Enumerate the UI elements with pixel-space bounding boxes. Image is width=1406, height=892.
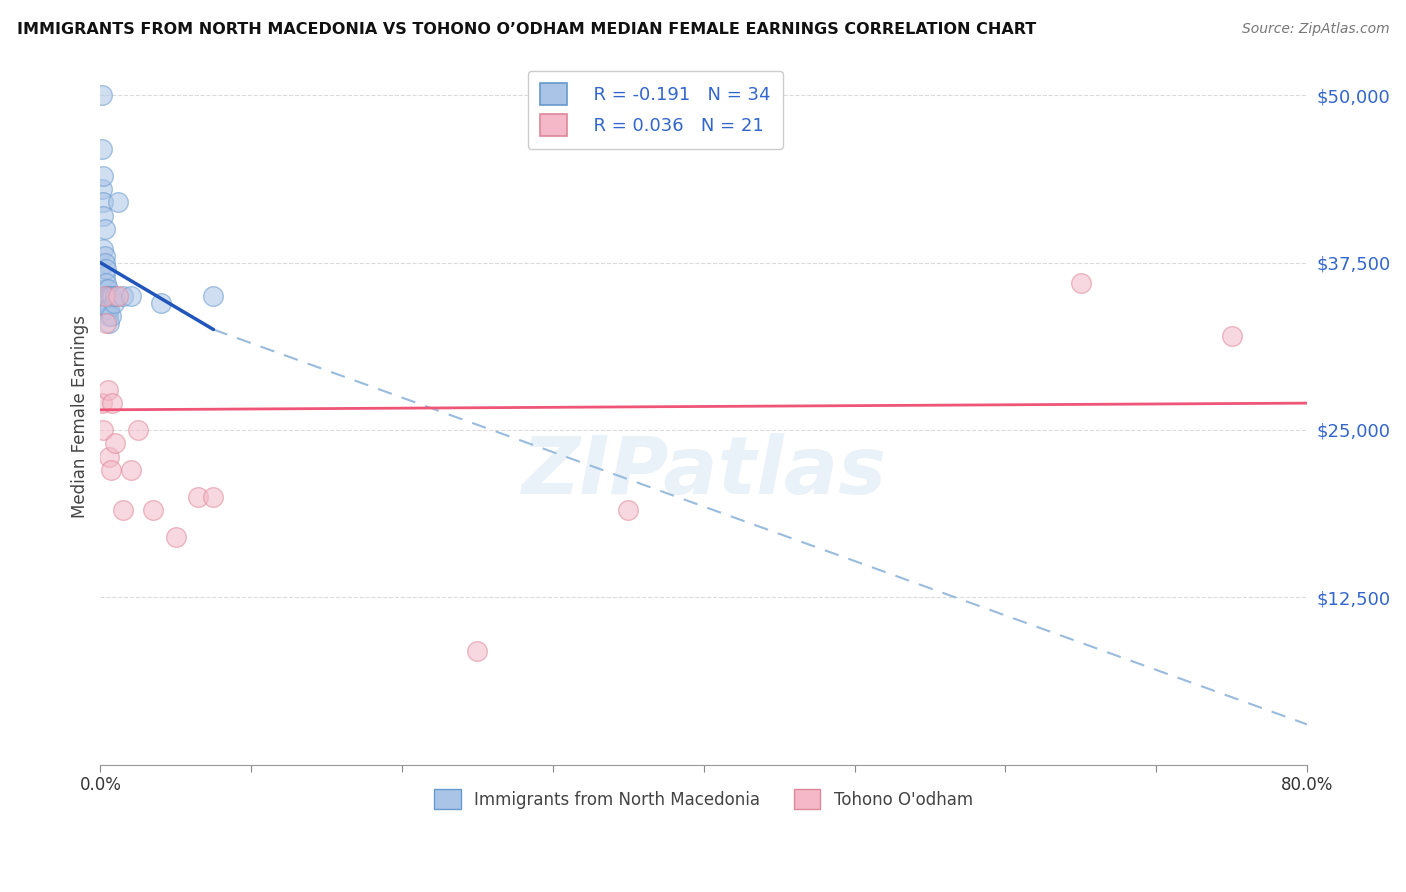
Point: [96, 289, 118, 303]
Point: [187, 490, 209, 504]
Point: [96, 316, 118, 330]
Point: [127, 423, 149, 437]
Point: [111, 289, 134, 303]
Point: [96, 295, 118, 310]
Point: [97, 383, 120, 397]
Point: [90, 88, 112, 103]
Point: [120, 463, 142, 477]
Point: [104, 436, 127, 450]
Point: [100, 463, 122, 477]
Point: [93, 242, 115, 256]
Point: [1070, 276, 1092, 290]
Point: [100, 309, 122, 323]
Point: [94, 268, 117, 283]
Point: [90, 142, 112, 156]
Point: [107, 289, 129, 303]
Point: [93, 423, 115, 437]
Point: [98, 302, 121, 317]
Point: [97, 302, 120, 317]
Point: [101, 396, 124, 410]
Point: [111, 503, 134, 517]
Point: [97, 282, 120, 296]
Y-axis label: Median Female Earnings: Median Female Earnings: [72, 315, 89, 518]
Point: [149, 295, 172, 310]
Point: [93, 169, 115, 183]
Point: [90, 182, 112, 196]
Point: [97, 309, 120, 323]
Point: [96, 276, 118, 290]
Point: [107, 195, 129, 210]
Point: [98, 289, 121, 303]
Point: [103, 295, 125, 310]
Point: [93, 195, 115, 210]
Point: [467, 644, 489, 658]
Point: [104, 289, 127, 303]
Point: [94, 222, 117, 236]
Point: [120, 289, 142, 303]
Point: [165, 530, 187, 544]
Point: [101, 289, 124, 303]
Point: [97, 289, 120, 303]
Point: [96, 302, 118, 317]
Text: Source: ZipAtlas.com: Source: ZipAtlas.com: [1241, 22, 1389, 37]
Point: [202, 490, 225, 504]
Text: ZIPatlas: ZIPatlas: [522, 434, 886, 511]
Point: [98, 316, 121, 330]
Point: [202, 289, 225, 303]
Point: [1220, 329, 1243, 343]
Point: [94, 249, 117, 263]
Point: [94, 289, 117, 303]
Point: [98, 450, 121, 464]
Point: [90, 396, 112, 410]
Point: [617, 503, 640, 517]
Legend: Immigrants from North Macedonia, Tohono O'odham: Immigrants from North Macedonia, Tohono …: [427, 783, 980, 815]
Text: IMMIGRANTS FROM NORTH MACEDONIA VS TOHONO O’ODHAM MEDIAN FEMALE EARNINGS CORRELA: IMMIGRANTS FROM NORTH MACEDONIA VS TOHON…: [17, 22, 1036, 37]
Point: [100, 289, 122, 303]
Point: [93, 209, 115, 223]
Point: [142, 503, 165, 517]
Point: [94, 282, 117, 296]
Point: [96, 262, 118, 277]
Point: [94, 255, 117, 269]
